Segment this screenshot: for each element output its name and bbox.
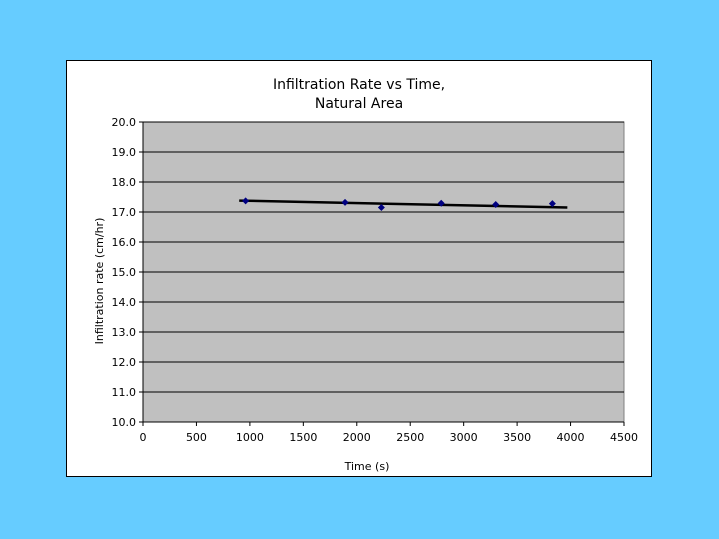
y-tick-label: 11.0 <box>112 386 137 399</box>
y-tick-label: 15.0 <box>112 266 137 279</box>
y-tick-label: 17.0 <box>112 206 137 219</box>
x-tick-label: 1000 <box>236 431 264 444</box>
data-point-marker <box>492 201 500 208</box>
data-points <box>242 197 556 211</box>
y-axis-label: Infiltration rate (cm/hr) <box>93 218 106 345</box>
x-tick-label: 0 <box>140 431 147 444</box>
y-tick-label: 12.0 <box>112 356 137 369</box>
y-tick-label: 10.0 <box>112 416 137 429</box>
x-tick-label: 2500 <box>396 431 424 444</box>
y-tick-label: 13.0 <box>112 326 137 339</box>
chart-card: Infiltration Rate vs Time, Natural Area … <box>66 60 652 477</box>
data-point-marker <box>341 198 349 206</box>
chart-title-line-1: Infiltration Rate vs Time, <box>273 77 445 93</box>
chart-svg: Infiltration Rate vs Time, Natural Area … <box>93 77 638 473</box>
x-axis-label: Time (s) <box>344 460 390 473</box>
data-point-marker <box>548 200 556 208</box>
data-point-marker <box>242 197 250 205</box>
x-tick-label: 3000 <box>450 431 478 444</box>
y-axis-ticks: 10.0 11.0 12.0 13.0 14.0 15.0 16.0 17.0 18.0 19.0… <box>112 116 144 429</box>
y-tick-label: 19.0 <box>112 146 137 159</box>
y-tick-label: 20.0 <box>112 116 137 129</box>
y-tick-label: 16.0 <box>112 236 137 249</box>
x-tick-label: 1500 <box>289 431 317 444</box>
data-point-marker <box>437 199 445 207</box>
x-tick-label: 4000 <box>557 431 585 444</box>
trendline <box>239 199 568 209</box>
x-tick-label: 3500 <box>503 431 531 444</box>
trendline-group <box>239 199 568 209</box>
x-axis-ticks: 0 500 1000 1500 2000 2500 3000 3500 4000 4500 <box>140 421 638 444</box>
x-tick-label: 4500 <box>610 431 638 444</box>
x-tick-label: 2000 <box>343 431 371 444</box>
x-tick-label: 500 <box>186 431 207 444</box>
y-tick-label: 18.0 <box>112 176 137 189</box>
chart-title-line-2: Natural Area <box>315 96 403 112</box>
y-tick-label: 14.0 <box>112 296 137 309</box>
data-point-marker <box>377 204 385 211</box>
